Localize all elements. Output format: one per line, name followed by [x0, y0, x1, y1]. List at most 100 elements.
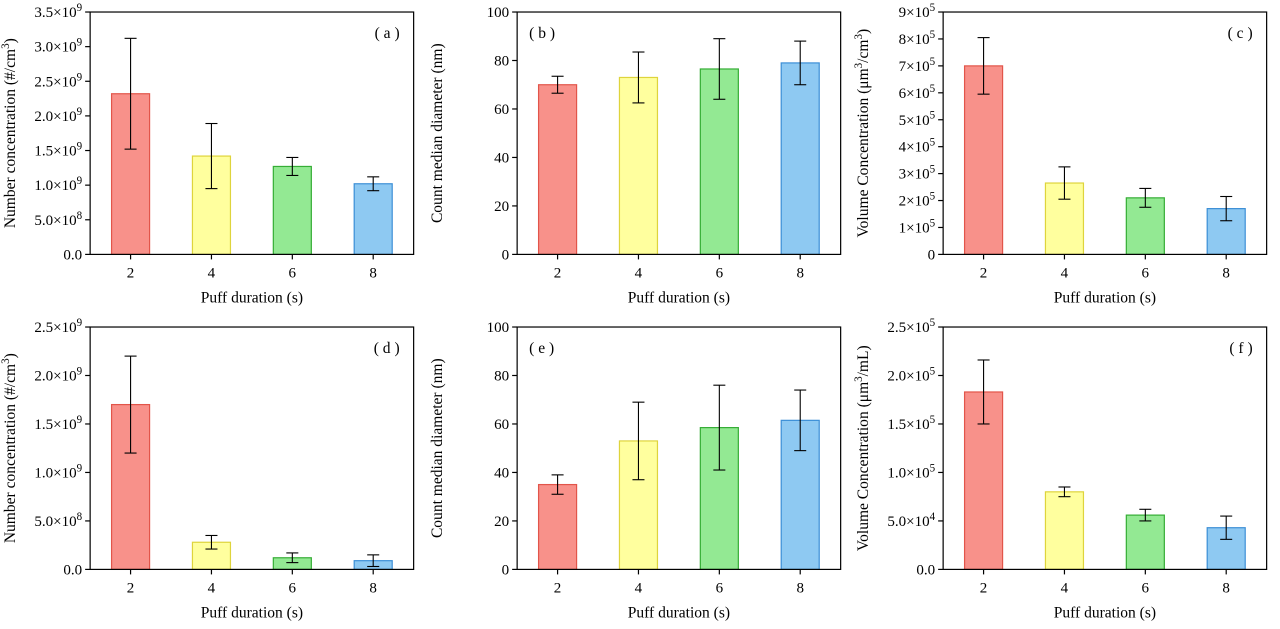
- y-tick-label: 0.0: [63, 562, 82, 578]
- x-tick-label: 6: [715, 265, 723, 281]
- x-tick-label: 8: [796, 580, 804, 596]
- y-tick-label: 1.5×109: [34, 413, 82, 432]
- chart-panel-e: 0 20 40 60 80 100 2 4 6 8 Puff duration (s) Count m…: [427, 315, 854, 629]
- panel-tag-b: ( b ): [529, 25, 555, 42]
- chart-panel-a: 0.0 5.0×108 1.0×109 1.5×109 2.0×109 2.5×109 3.…: [0, 0, 427, 315]
- x-axis-label: Puff duration (s): [627, 289, 729, 306]
- bar-4s: [1045, 490, 1085, 570]
- chart-c: 0 1×105 2×105 3×105 4×105 5×105 6×105 7×105 8×10…: [853, 2, 1268, 306]
- y-tick-label: 2.0×109: [34, 365, 82, 384]
- x-axis-label: Puff duration (s): [201, 289, 303, 306]
- y-tick-label: 0.0: [63, 247, 82, 263]
- bar-2s: [964, 65, 1004, 256]
- x-axis-label: Puff duration (s): [1054, 289, 1156, 306]
- x-tick-label: 6: [289, 580, 297, 596]
- y-tick-label: 0: [928, 247, 936, 263]
- y-tick-label: 2.5×109: [34, 317, 82, 336]
- x-tick-label: 8: [369, 265, 377, 281]
- x-tick-label: 2: [980, 265, 988, 281]
- x-tick-label: 8: [369, 580, 377, 596]
- y-tick-label: 60: [494, 102, 509, 118]
- chart-panel-c: 0 1×105 2×105 3×105 4×105 5×105 6×105 7×105 8×10…: [853, 0, 1280, 315]
- panel-tag-c: ( c ): [1228, 25, 1253, 42]
- y-tick-label: 1.0×109: [34, 175, 82, 194]
- plot-frame: [942, 11, 1268, 256]
- chart-e: 0 20 40 60 80 100 2 4 6 8 Puff duration (s) Count m…: [429, 320, 841, 621]
- y-tick-label: 1.0×105: [888, 462, 936, 481]
- x-tick-label: 4: [208, 580, 216, 596]
- y-tick-label: 100: [486, 320, 509, 336]
- y-tick-label: 0: [501, 247, 509, 263]
- x-tick-label: 6: [1142, 580, 1150, 596]
- chart-panel-b: 0 20 40 60 80 100 2 4 6 8 Puff duration (s) Count m…: [427, 0, 854, 315]
- y-tick-label: 1×105: [899, 217, 936, 236]
- y-tick-label: 4×105: [899, 137, 936, 156]
- y-tick-label: 3.0×109: [34, 37, 82, 56]
- x-tick-label: 2: [553, 265, 561, 281]
- plot-frame: [516, 11, 841, 256]
- y-tick-label: 0: [501, 562, 509, 578]
- x-tick-label: 2: [127, 580, 135, 596]
- y-tick-label: 8×105: [899, 29, 936, 48]
- y-tick-label: 0.0: [917, 562, 936, 578]
- x-tick-label: 6: [715, 580, 723, 596]
- y-tick-label: 2.5×105: [888, 317, 936, 336]
- y-tick-label: 2.0×105: [888, 365, 936, 384]
- plot-frame: [89, 325, 415, 570]
- y-tick-label: 5.0×108: [34, 210, 82, 229]
- chart-panel-d: 0.0 5.0×108 1.0×109 1.5×109 2.0×109 2.5×109 2 4…: [0, 315, 427, 629]
- bar-2s: [964, 390, 1004, 570]
- panel-tag-d: ( d ): [374, 340, 400, 357]
- plot-frame: [942, 325, 1268, 570]
- y-tick-label: 2.5×109: [34, 71, 82, 90]
- chart-a: 0.0 5.0×108 1.0×109 1.5×109 2.0×109 2.5×109 3.…: [0, 2, 415, 306]
- panel-tag-f: ( f ): [1230, 340, 1253, 357]
- y-tick-label: 2×105: [899, 191, 936, 210]
- x-tick-label: 6: [289, 265, 297, 281]
- y-tick-label: 80: [494, 368, 509, 384]
- y-axis-label: Volume Concentration (μm3/cm3): [853, 29, 872, 238]
- x-tick-label: 2: [980, 580, 988, 596]
- y-tick-label: 5.0×104: [888, 510, 936, 529]
- y-tick-label: 5.0×108: [34, 510, 82, 529]
- y-tick-label: 60: [494, 416, 509, 432]
- y-axis-label: Number concentration (#/cm3): [0, 38, 19, 228]
- x-axis-label: Puff duration (s): [201, 604, 303, 621]
- chart-b: 0 20 40 60 80 100 2 4 6 8 Puff duration (s) Count m…: [429, 5, 841, 306]
- y-tick-label: 40: [494, 150, 509, 166]
- y-tick-label: 20: [494, 199, 509, 215]
- x-axis-label: Puff duration (s): [1054, 604, 1156, 621]
- x-tick-label: 4: [634, 580, 642, 596]
- x-tick-label: 2: [553, 580, 561, 596]
- bar-6s: [699, 426, 739, 570]
- panel-tag-e: ( e ): [529, 340, 554, 357]
- bar-8s: [353, 183, 393, 256]
- y-tick-label: 3×105: [899, 164, 936, 183]
- y-tick-label: 2.0×109: [34, 106, 82, 125]
- y-tick-label: 40: [494, 465, 509, 481]
- x-tick-label: 6: [1142, 265, 1150, 281]
- y-axis-label: Volume Concentration (μm3/mL): [853, 345, 872, 551]
- plot-frame: [516, 325, 841, 570]
- bar-6s: [272, 165, 312, 256]
- y-tick-label: 7×105: [899, 56, 936, 75]
- y-axis-label: Count median diameter (nm): [429, 358, 446, 538]
- bar-2s: [537, 483, 577, 570]
- y-tick-label: 3.5×109: [34, 2, 82, 21]
- x-tick-label: 8: [1223, 580, 1231, 596]
- y-tick-label: 6×105: [899, 83, 936, 102]
- chart-f: 0.0 5.0×104 1.0×105 1.5×105 2.0×105 2.5×105 2 4…: [853, 317, 1268, 621]
- chart-panel-f: 0.0 5.0×104 1.0×105 1.5×105 2.0×105 2.5×105 2 4…: [853, 315, 1280, 629]
- y-tick-label: 5×105: [899, 110, 936, 129]
- y-tick-label: 9×105: [899, 2, 936, 21]
- panel-tag-a: ( a ): [375, 25, 400, 42]
- y-tick-label: 1.5×109: [34, 141, 82, 160]
- y-tick-label: 1.5×105: [888, 413, 936, 432]
- x-tick-label: 4: [1061, 580, 1069, 596]
- y-axis-label: Count median diameter (nm): [429, 43, 446, 223]
- bar-8s: [780, 62, 820, 256]
- y-tick-label: 20: [494, 513, 509, 529]
- y-tick-label: 100: [486, 5, 509, 21]
- bar-6s: [1126, 514, 1166, 570]
